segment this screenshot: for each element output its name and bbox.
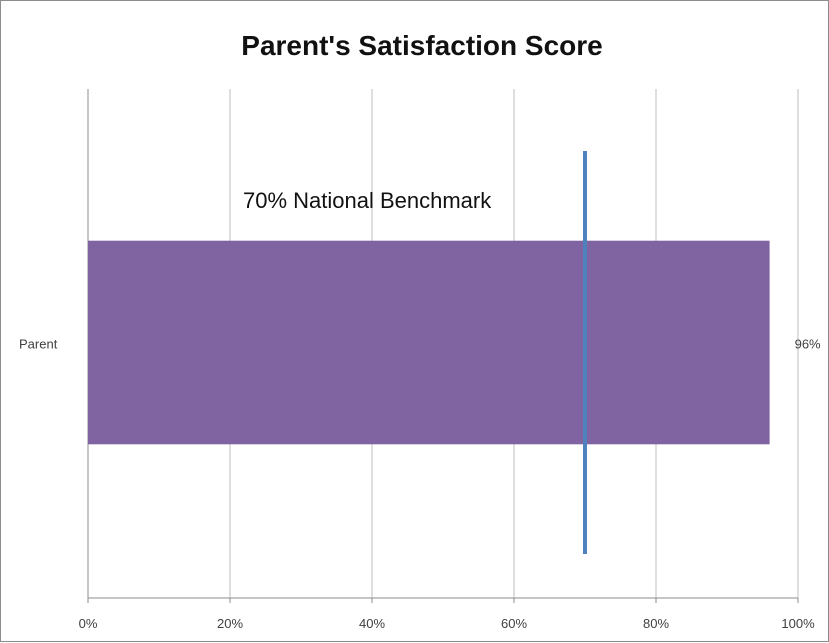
category-labels: Parent <box>19 337 58 352</box>
x-tick-label-60: 60% <box>501 616 527 631</box>
x-tick-labels: 0% 20% 40% 60% 80% 100% <box>79 616 815 631</box>
category-label-parent: Parent <box>19 337 58 352</box>
x-tick-label-0: 0% <box>79 616 98 631</box>
data-labels: 96% <box>795 337 821 352</box>
x-tick-label-100: 100% <box>781 616 815 631</box>
benchmark-annotation: 70% National Benchmark <box>243 188 492 213</box>
x-tick-label-20: 20% <box>217 616 243 631</box>
bars <box>88 240 770 445</box>
data-label-parent: 96% <box>795 337 821 352</box>
bar-parent <box>88 240 770 445</box>
x-tick-label-40: 40% <box>359 616 385 631</box>
chart-title: Parent's Satisfaction Score <box>241 30 602 61</box>
x-tick-label-80: 80% <box>643 616 669 631</box>
